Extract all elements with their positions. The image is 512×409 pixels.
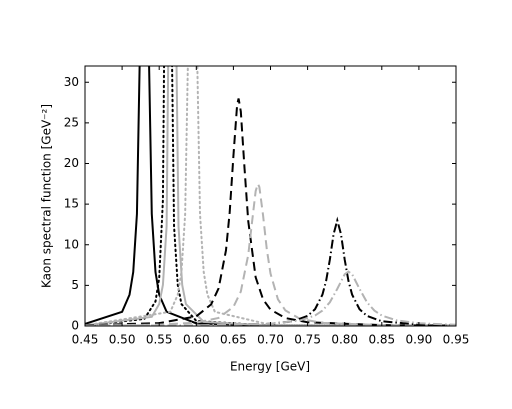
- y-tick-label: 5: [71, 278, 79, 292]
- x-tick-label: 0.90: [406, 333, 433, 347]
- y-tick-label: 30: [64, 75, 79, 89]
- spectral-curve: [85, 180, 456, 326]
- x-tick-label: 0.75: [294, 333, 321, 347]
- x-axis-title: Energy [GeV]: [230, 360, 310, 374]
- y-tick-label: 20: [64, 156, 79, 170]
- y-tick-label: 25: [64, 115, 79, 129]
- x-tick-label: 0.45: [72, 333, 99, 347]
- spectral-curve: [85, 66, 456, 326]
- plot-frame: [84, 65, 457, 327]
- x-tick-label: 0.55: [146, 333, 173, 347]
- spectral-curve: [85, 66, 456, 326]
- x-tick-label: 0.65: [220, 333, 247, 347]
- plot-area: [85, 66, 456, 326]
- y-tick-label: 0: [71, 319, 79, 333]
- spectral-curve: [85, 66, 456, 326]
- spectral-curve: [85, 98, 456, 326]
- spectral-curve: [85, 66, 456, 326]
- x-tick-label: 0.95: [443, 333, 470, 347]
- x-tick-label: 0.50: [109, 333, 136, 347]
- x-tick-label: 0.70: [257, 333, 284, 347]
- x-tick-label: 0.80: [331, 333, 358, 347]
- spectral-curve: [85, 270, 456, 326]
- y-axis-title: Kaon spectral function [GeV⁻²]: [40, 104, 54, 288]
- y-tick-label: 15: [64, 197, 79, 211]
- x-tick-label: 0.60: [183, 333, 210, 347]
- x-tick-label: 0.85: [368, 333, 395, 347]
- y-tick-label: 10: [64, 237, 79, 251]
